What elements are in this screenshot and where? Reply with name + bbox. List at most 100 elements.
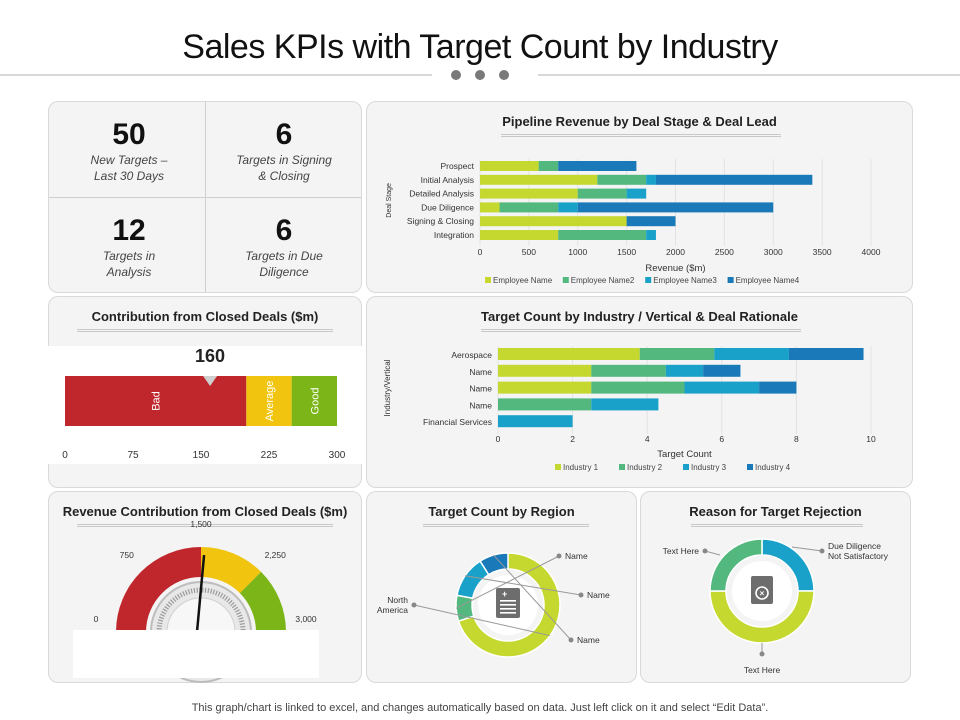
bullet-band-label: Average — [264, 381, 276, 422]
donut-label: Name — [587, 590, 610, 600]
x-tick-label: 225 — [261, 450, 278, 461]
legend-swatch — [619, 464, 625, 470]
title-underline — [501, 134, 781, 137]
bar-segment — [714, 348, 789, 360]
footer-note: This graph/chart is linked to excel, and… — [191, 702, 769, 714]
gauge-overlay — [73, 630, 319, 678]
region-panel: Target Count by Region + North America Name… — [366, 491, 637, 683]
bar-segment — [788, 348, 864, 360]
donut-label: America — [377, 605, 408, 615]
bar-segment — [480, 188, 578, 199]
y-category-label: Name — [469, 367, 492, 377]
legend-label: Industry 2 — [627, 463, 663, 472]
bar-segment — [498, 348, 640, 360]
y-category-label: Due Diligence — [421, 202, 474, 212]
kpi-label: New Targets – Last 30 Days — [90, 153, 168, 183]
legend-swatch — [683, 464, 689, 470]
bar-segment — [577, 202, 774, 213]
legend-swatch — [727, 277, 734, 283]
document-icon — [751, 576, 773, 604]
bar-segment — [591, 398, 659, 411]
leader-line — [791, 546, 823, 552]
bullet-band — [246, 376, 292, 426]
x-tick-label: 2500 — [715, 247, 734, 257]
x-tick-label: 4 — [645, 434, 650, 444]
title-rule-left — [0, 74, 432, 76]
gauge-panel: Revenue Contribution from Closed Deals (… — [48, 491, 362, 683]
donut-label: Name — [577, 635, 600, 645]
x-tick-label: 2000 — [666, 247, 685, 257]
kpi-divider-h — [49, 197, 361, 198]
legend-label: Employee Name2 — [571, 276, 635, 285]
bar-segment — [591, 364, 666, 377]
kpi-value: 12 — [112, 214, 146, 247]
y-category-label: Initial Analysis — [421, 175, 474, 185]
legend-swatch — [645, 277, 652, 283]
x-tick-label: 0 — [496, 434, 501, 444]
gauge-band — [239, 571, 286, 632]
x-tick-label: 500 — [522, 247, 536, 257]
document-icon — [496, 588, 520, 618]
donut-slice — [457, 552, 561, 658]
x-tick-label: 0 — [478, 247, 483, 257]
bar-segment — [597, 174, 647, 185]
chart-title: Contribution from Closed Deals ($m) — [91, 309, 319, 324]
bar-segment — [665, 364, 704, 377]
bar-segment — [498, 415, 573, 428]
bullet-band-label: Good — [309, 388, 321, 415]
chart-title: Revenue Contribution from Closed Deals (… — [62, 504, 348, 519]
title-underline — [481, 329, 801, 332]
legend-swatch — [747, 464, 753, 470]
x-tick-label: 0 — [62, 450, 68, 461]
title-underline — [77, 329, 333, 332]
document-icon-line — [500, 600, 516, 602]
kpi-label: Targets in Due Diligence — [245, 249, 323, 279]
gauge-tick-label: 750 — [120, 550, 134, 560]
legend-swatch — [555, 464, 561, 470]
leader-dot — [702, 548, 708, 554]
y-category-label: Integration — [434, 230, 474, 240]
leader-dot — [819, 548, 825, 554]
kpi-value: 50 — [112, 118, 146, 151]
gauge-band — [201, 547, 262, 594]
gauge-band — [116, 547, 201, 632]
bar-segment — [591, 381, 685, 394]
page-title: Sales KPIs with Target Count by Industry — [182, 28, 778, 66]
donut-label: Text Here — [663, 546, 700, 556]
title-dot — [475, 70, 485, 80]
y-category-label: Aerospace — [451, 350, 492, 360]
title-underline — [691, 524, 863, 527]
x-axis-label: Target Count — [657, 449, 712, 460]
leader-line — [704, 550, 721, 556]
x-tick-label: 3500 — [813, 247, 832, 257]
industry-chart: 0 2 4 6 8 10 Aerospace Name Name Name Financial Se… — [383, 346, 876, 472]
bar-segment — [558, 230, 647, 240]
y-axis-label: Deal Stage — [386, 183, 393, 218]
y-category-label: Signing & Closing — [407, 216, 474, 226]
reject-icon-circle — [755, 586, 769, 600]
donut-label: Text Here — [744, 665, 781, 675]
x-tick-label: 150 — [193, 450, 210, 461]
kpi-value: 6 — [275, 214, 293, 247]
x-tick-label: 300 — [329, 450, 346, 461]
donut-slice — [709, 538, 763, 592]
title-underline — [423, 524, 589, 527]
donut-slice — [709, 590, 815, 644]
x-tick-label: 8 — [794, 434, 799, 444]
reject-icon-x: × — [760, 589, 765, 598]
kpi-panel: 50 New Targets – Last 30 Days 6 Targets i… — [48, 101, 362, 293]
leader-dot — [568, 637, 574, 643]
legend-label: Industry 3 — [691, 463, 727, 472]
bar-segment — [684, 381, 760, 394]
bullet-marker — [203, 376, 218, 386]
kpi-label: Targets in Analysis — [102, 249, 156, 279]
legend-label: Employee Name — [493, 276, 553, 285]
bar-segment — [646, 230, 656, 240]
leader-dot — [556, 553, 562, 559]
bar-segment — [759, 381, 797, 394]
gauge-tick-label: 3,000 — [295, 614, 317, 624]
x-tick-label: 2 — [570, 434, 575, 444]
bar-segment — [480, 174, 598, 185]
industry-panel: Target Count by Industry / Vertical & De… — [366, 296, 913, 488]
x-tick-label: 6 — [719, 434, 724, 444]
